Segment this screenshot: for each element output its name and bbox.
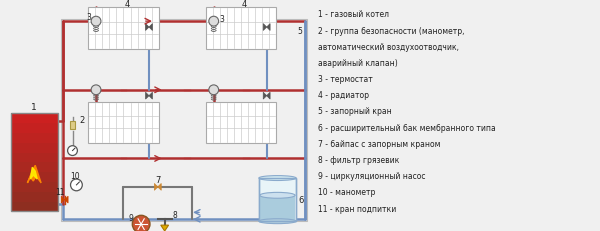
- Ellipse shape: [259, 219, 296, 224]
- Bar: [11, 114, 58, 124]
- Bar: [61, 20, 307, 221]
- Text: 5: 5: [298, 27, 302, 36]
- Circle shape: [209, 85, 218, 95]
- Text: 3: 3: [219, 15, 224, 24]
- Bar: [11, 124, 58, 133]
- Polygon shape: [266, 24, 270, 31]
- Bar: [206, 8, 277, 49]
- Text: 4: 4: [242, 0, 247, 9]
- Circle shape: [133, 215, 150, 231]
- Polygon shape: [146, 93, 149, 100]
- Bar: [11, 114, 58, 211]
- Polygon shape: [158, 184, 161, 191]
- Circle shape: [71, 179, 82, 191]
- Text: 10 - манометр: 10 - манометр: [317, 188, 375, 197]
- Bar: [259, 178, 296, 221]
- Bar: [11, 153, 58, 163]
- Polygon shape: [154, 184, 158, 191]
- Circle shape: [91, 85, 101, 95]
- Text: 1 - газовый котел: 1 - газовый котел: [317, 10, 389, 19]
- Bar: [70, 122, 76, 129]
- Bar: [206, 102, 277, 143]
- Bar: [11, 192, 58, 202]
- Polygon shape: [28, 166, 41, 183]
- Text: 8 - фильтр грязевик: 8 - фильтр грязевик: [317, 155, 399, 164]
- Polygon shape: [263, 24, 266, 31]
- Polygon shape: [149, 93, 152, 100]
- Polygon shape: [263, 93, 266, 100]
- Text: 1: 1: [31, 103, 37, 112]
- Text: 2 - группа безопасности (манометр,: 2 - группа безопасности (манометр,: [317, 26, 464, 35]
- Text: 7: 7: [155, 175, 161, 184]
- Polygon shape: [149, 24, 152, 31]
- Bar: [11, 143, 58, 153]
- Text: автоматический воздухоотводчик,: автоматический воздухоотводчик,: [317, 43, 458, 52]
- Polygon shape: [266, 93, 270, 100]
- Text: 4 - радиатор: 4 - радиатор: [317, 91, 368, 100]
- Text: 7 - байпас с запорным краном: 7 - байпас с запорным краном: [317, 139, 440, 148]
- Text: 3: 3: [87, 13, 92, 22]
- Text: 6: 6: [298, 195, 304, 204]
- Polygon shape: [31, 167, 37, 179]
- Bar: [11, 172, 58, 182]
- Text: 10: 10: [71, 171, 80, 180]
- Text: 11: 11: [55, 188, 65, 196]
- Text: 9 - циркуляционный насос: 9 - циркуляционный насос: [317, 171, 425, 180]
- Circle shape: [91, 17, 101, 27]
- Bar: [11, 202, 58, 211]
- Bar: [11, 133, 58, 143]
- Polygon shape: [161, 225, 169, 231]
- Text: аварийный клапан): аварийный клапан): [317, 59, 397, 68]
- Text: 11 - кран подпитки: 11 - кран подпитки: [317, 204, 396, 213]
- Polygon shape: [146, 24, 149, 31]
- Bar: [259, 178, 296, 221]
- Circle shape: [68, 146, 77, 156]
- Text: 9: 9: [129, 213, 134, 222]
- Text: 6 - расширительный бак мембранного типа: 6 - расширительный бак мембранного типа: [317, 123, 496, 132]
- Polygon shape: [65, 196, 68, 203]
- Bar: [88, 8, 159, 49]
- Text: 5 - запорный кран: 5 - запорный кран: [317, 107, 391, 116]
- Ellipse shape: [259, 176, 296, 181]
- Text: 4: 4: [124, 0, 130, 9]
- Text: 2: 2: [80, 115, 85, 124]
- Polygon shape: [61, 196, 65, 203]
- Ellipse shape: [260, 192, 295, 198]
- Bar: [88, 102, 159, 143]
- Bar: [11, 182, 58, 192]
- Bar: [11, 163, 58, 172]
- Text: 3 - термостат: 3 - термостат: [317, 75, 373, 84]
- Bar: [260, 195, 295, 220]
- Text: 8: 8: [172, 210, 177, 219]
- Circle shape: [209, 17, 218, 27]
